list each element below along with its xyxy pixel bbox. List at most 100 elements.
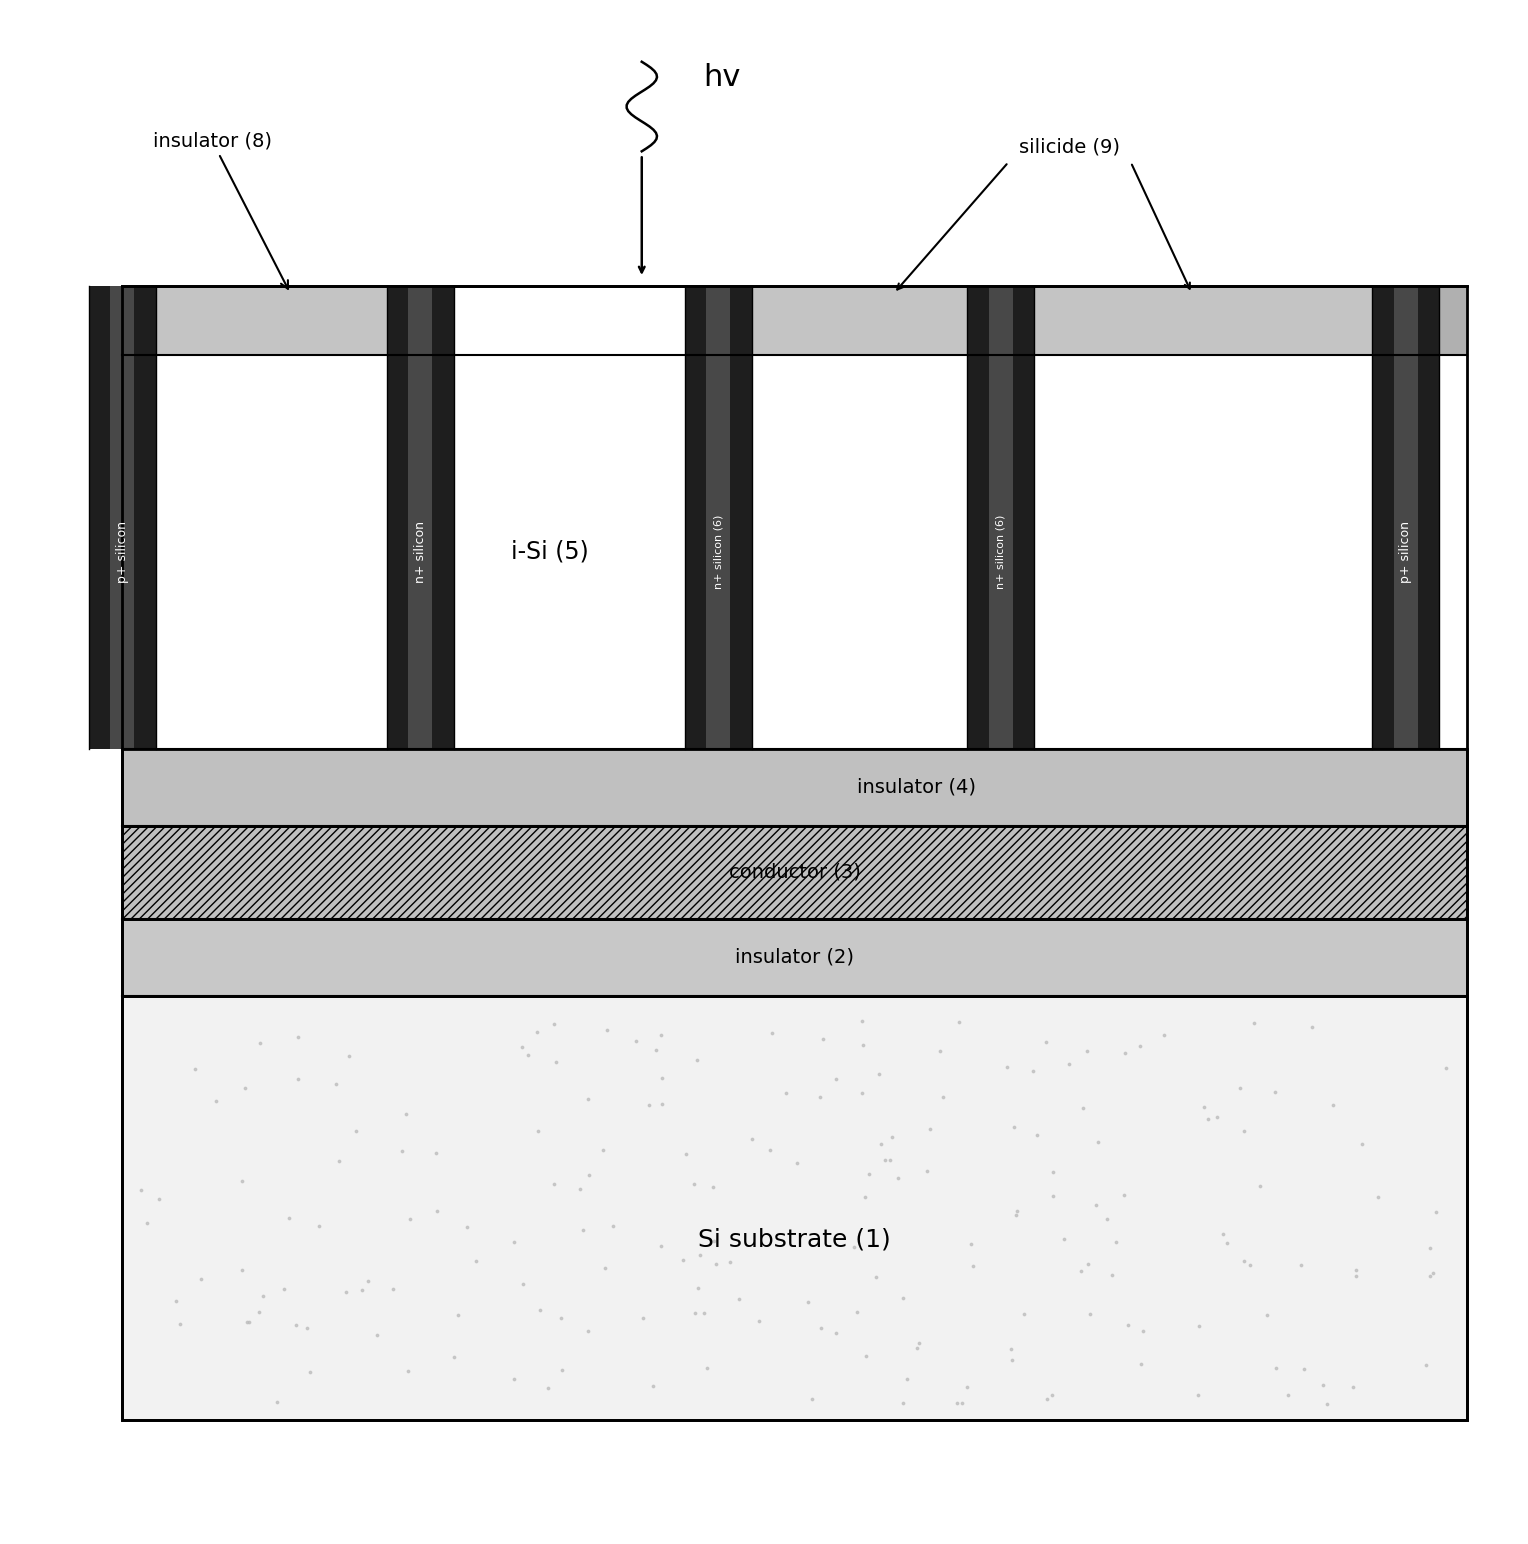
Point xyxy=(512,1272,536,1297)
Point xyxy=(853,1184,877,1209)
Point xyxy=(1311,1373,1335,1397)
Point xyxy=(649,1065,674,1090)
Text: i-Si (5): i-Si (5) xyxy=(512,540,588,564)
Point xyxy=(463,1249,487,1274)
Point xyxy=(648,1022,672,1047)
Point xyxy=(1077,1302,1102,1326)
Point xyxy=(1105,1231,1129,1255)
Point xyxy=(501,1366,526,1391)
Point xyxy=(1096,1207,1120,1232)
Text: hv: hv xyxy=(703,63,740,91)
Point xyxy=(851,1033,876,1058)
Point xyxy=(683,1302,707,1326)
Point xyxy=(1212,1221,1236,1246)
Point xyxy=(877,1147,902,1172)
Point xyxy=(307,1214,332,1238)
Point xyxy=(454,1215,478,1240)
Point xyxy=(1238,1252,1262,1277)
Point xyxy=(203,1089,228,1113)
Bar xyxy=(122,355,1467,749)
Point xyxy=(1068,1258,1093,1283)
Bar xyxy=(454,286,685,355)
Point xyxy=(324,1072,348,1096)
Point xyxy=(1112,1183,1137,1207)
Point xyxy=(128,1178,153,1203)
Point xyxy=(1299,1014,1323,1039)
Point xyxy=(842,1234,866,1258)
Point xyxy=(298,1360,322,1385)
Point xyxy=(576,1319,601,1343)
Text: Si substrate (1): Si substrate (1) xyxy=(698,1227,891,1251)
Point xyxy=(915,1158,940,1183)
Bar xyxy=(1372,286,1439,749)
Point xyxy=(1034,1387,1059,1411)
Point xyxy=(1021,1059,1045,1084)
Point xyxy=(568,1177,593,1201)
Point xyxy=(601,1214,625,1238)
Text: p+ silicon: p+ silicon xyxy=(116,520,128,584)
Point xyxy=(570,1218,594,1243)
Point xyxy=(854,1343,879,1368)
Point xyxy=(1421,1261,1445,1286)
Text: silicide (9): silicide (9) xyxy=(1019,137,1120,156)
Point xyxy=(1004,1203,1028,1227)
Point xyxy=(1264,1079,1288,1104)
Point xyxy=(961,1254,986,1278)
Point xyxy=(536,1376,561,1400)
Point xyxy=(1131,1319,1155,1343)
Point xyxy=(1349,1132,1374,1156)
Point xyxy=(688,1243,712,1268)
Point xyxy=(1242,1011,1267,1036)
Text: conductor (3): conductor (3) xyxy=(729,863,860,882)
Point xyxy=(365,1323,390,1348)
Point xyxy=(529,1299,553,1323)
Point xyxy=(946,1391,970,1416)
Point xyxy=(380,1277,405,1302)
Point xyxy=(1051,1227,1076,1252)
Point xyxy=(327,1149,351,1173)
Point xyxy=(1248,1173,1273,1198)
Text: insulator (8): insulator (8) xyxy=(153,131,287,289)
Bar xyxy=(1394,286,1418,749)
Point xyxy=(1025,1122,1050,1147)
Text: n+ silicon (6): n+ silicon (6) xyxy=(996,514,1005,590)
Point xyxy=(1115,1312,1140,1337)
Point xyxy=(1204,1104,1229,1129)
Point xyxy=(1418,1235,1442,1260)
Point xyxy=(808,1315,833,1340)
Point xyxy=(643,1038,668,1062)
Point xyxy=(857,1163,882,1187)
Point xyxy=(758,1138,782,1163)
Point xyxy=(1345,1258,1369,1283)
Point xyxy=(931,1084,955,1109)
Point xyxy=(442,1345,466,1370)
Point xyxy=(726,1288,750,1312)
Point xyxy=(1254,1303,1279,1328)
Point xyxy=(880,1126,905,1150)
Point xyxy=(685,1047,709,1072)
Point xyxy=(1264,1356,1288,1380)
Point xyxy=(631,1306,656,1331)
Point xyxy=(390,1139,414,1164)
Point xyxy=(868,1132,892,1156)
Point xyxy=(1288,1252,1313,1277)
Bar xyxy=(989,286,1013,749)
Point xyxy=(1039,1382,1063,1407)
Point xyxy=(1433,1056,1458,1081)
Point xyxy=(286,1025,310,1050)
Point xyxy=(872,1147,897,1172)
Point xyxy=(1320,1093,1345,1118)
Point xyxy=(550,1357,575,1382)
Point xyxy=(425,1198,449,1223)
Point xyxy=(824,1320,848,1345)
Point xyxy=(251,1285,275,1309)
Point xyxy=(1034,1030,1059,1055)
Point xyxy=(248,1031,272,1056)
Point xyxy=(775,1081,799,1106)
Bar xyxy=(706,286,730,749)
Point xyxy=(824,1067,848,1092)
Bar xyxy=(122,996,1467,1420)
Bar xyxy=(156,286,387,355)
Point xyxy=(515,1042,539,1067)
Point xyxy=(674,1141,698,1166)
